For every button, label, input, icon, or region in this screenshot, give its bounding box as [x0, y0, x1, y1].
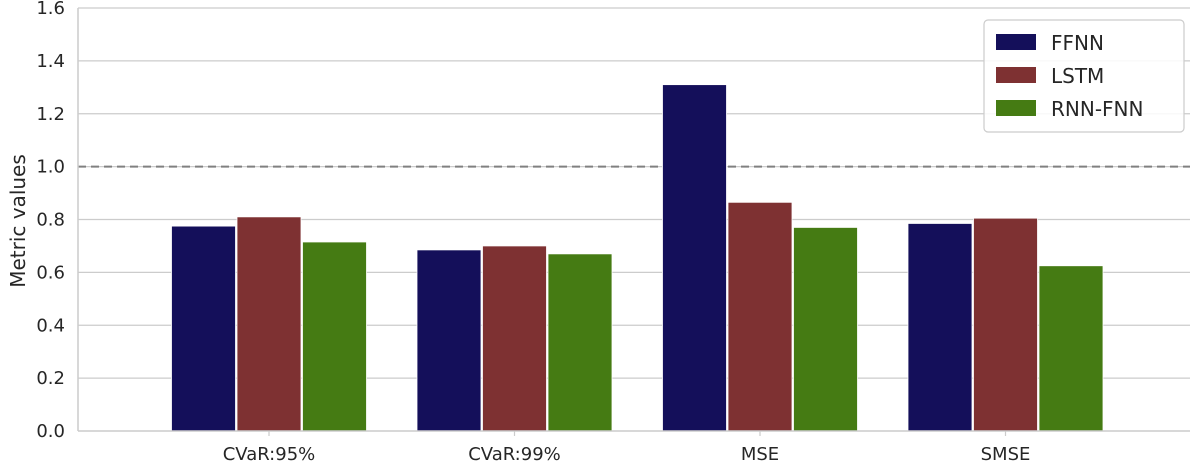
legend-label: LSTM: [1051, 64, 1104, 88]
legend: FFNN LSTM RNN-FNN: [983, 19, 1185, 133]
axes: [77, 8, 1190, 432]
bar-lstm-1: [482, 245, 547, 432]
legend-swatch-rnn-fnn: [996, 100, 1036, 116]
bar-lstm-3: [973, 217, 1038, 432]
y-tick-label: 1.2: [36, 104, 65, 125]
bar-rnn-fnn-1: [547, 253, 613, 432]
y-tick-label: 0.4: [36, 315, 65, 336]
legend-swatch-lstm: [996, 67, 1036, 83]
x-tick-label: CVaR:99%: [468, 444, 561, 465]
bar-ffnn-2: [662, 84, 727, 432]
y-tick-label: 1.6: [36, 0, 65, 19]
y-tick-label: 1.0: [36, 157, 65, 178]
bar-lstm-0: [236, 216, 302, 432]
legend-label: RNN-FNN: [1051, 97, 1143, 121]
legend-swatch-ffnn: [996, 34, 1036, 50]
bar-rnn-fnn-3: [1038, 265, 1104, 432]
y-tick-label: 0.0: [36, 421, 65, 442]
x-tick-labels: CVaR:95% CVaR:99% MSE SMSE: [223, 431, 1031, 465]
bar-ffnn-0: [171, 225, 236, 432]
y-tick-label: 0.6: [36, 262, 65, 283]
y-tick-label: 1.4: [36, 51, 65, 72]
x-tick-label: MSE: [741, 444, 779, 465]
y-axis-label: Metric values: [6, 154, 30, 288]
y-tick-label: 0.8: [36, 210, 65, 231]
x-tick-label: CVaR:95%: [223, 444, 316, 465]
bar-ffnn-1: [416, 249, 482, 432]
y-tick-labels: 0.0 0.2 0.4 0.6 0.8 1.0 1.2 1.4 1.6: [36, 0, 65, 442]
legend-label: FFNN: [1051, 31, 1104, 55]
x-tick-label: SMSE: [981, 444, 1031, 465]
bar-rnn-fnn-0: [302, 241, 367, 432]
bar-lstm-2: [727, 201, 793, 432]
y-tick-label: 0.2: [36, 368, 65, 389]
bar-rnn-fnn-2: [793, 227, 858, 432]
bar-ffnn-3: [907, 223, 973, 432]
bars: [171, 84, 1104, 432]
